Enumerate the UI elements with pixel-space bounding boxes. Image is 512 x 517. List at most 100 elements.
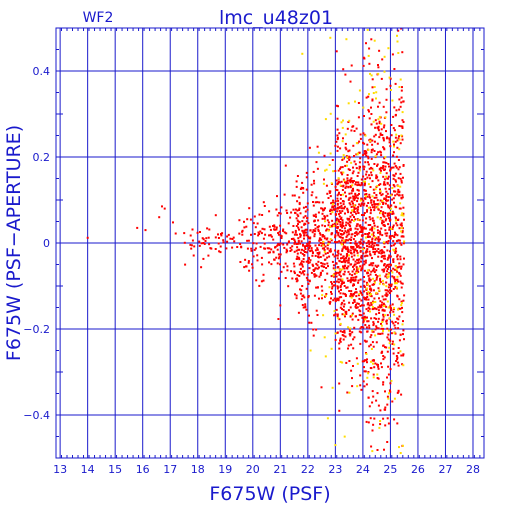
data-point bbox=[207, 236, 210, 239]
data-point bbox=[336, 266, 339, 269]
data-point bbox=[346, 277, 349, 280]
data-point bbox=[392, 347, 395, 350]
data-point bbox=[363, 370, 366, 373]
data-point bbox=[389, 194, 392, 197]
data-point bbox=[358, 165, 361, 168]
data-point bbox=[297, 256, 300, 259]
data-point bbox=[387, 223, 390, 226]
data-point bbox=[355, 295, 358, 298]
data-point bbox=[376, 185, 379, 187]
data-point bbox=[382, 330, 384, 332]
data-point bbox=[334, 338, 337, 341]
data-point bbox=[318, 266, 320, 269]
data-point bbox=[316, 248, 319, 251]
data-point bbox=[386, 214, 389, 217]
data-point bbox=[370, 367, 373, 370]
data-point bbox=[252, 222, 255, 225]
data-point bbox=[310, 183, 313, 186]
data-point bbox=[324, 220, 326, 223]
data-point bbox=[333, 297, 336, 300]
data-point bbox=[251, 266, 254, 269]
data-point bbox=[334, 185, 337, 188]
data-point bbox=[333, 208, 336, 211]
data-point bbox=[360, 292, 363, 294]
data-point bbox=[346, 182, 349, 185]
data-point bbox=[330, 202, 333, 205]
data-point bbox=[376, 225, 379, 228]
data-point bbox=[391, 340, 394, 343]
data-point bbox=[331, 386, 334, 389]
data-point bbox=[365, 170, 368, 173]
data-point bbox=[300, 298, 303, 301]
data-point bbox=[398, 227, 401, 230]
data-point bbox=[334, 313, 337, 316]
data-point bbox=[260, 280, 263, 283]
data-point bbox=[368, 292, 371, 295]
data-point bbox=[375, 326, 378, 329]
data-point bbox=[399, 202, 402, 205]
data-point bbox=[344, 240, 347, 243]
data-point bbox=[347, 121, 350, 123]
data-point bbox=[206, 227, 209, 230]
data-point bbox=[386, 441, 389, 443]
data-point bbox=[385, 322, 388, 325]
data-point bbox=[382, 355, 385, 357]
data-point bbox=[399, 223, 402, 226]
data-point bbox=[339, 202, 342, 205]
data-point bbox=[342, 292, 345, 295]
data-point bbox=[387, 206, 390, 209]
data-point bbox=[220, 233, 222, 235]
data-point bbox=[298, 248, 301, 251]
data-point bbox=[347, 168, 350, 171]
data-point bbox=[345, 253, 348, 256]
data-point bbox=[362, 304, 365, 307]
data-point bbox=[343, 241, 346, 244]
data-point bbox=[362, 106, 365, 109]
data-point bbox=[268, 261, 270, 264]
data-point bbox=[313, 270, 315, 272]
data-point bbox=[340, 216, 343, 219]
data-point bbox=[204, 240, 207, 242]
data-point bbox=[323, 265, 325, 268]
data-point bbox=[351, 181, 354, 184]
data-point bbox=[341, 248, 344, 251]
data-point bbox=[377, 125, 380, 128]
data-point bbox=[348, 391, 351, 394]
data-point bbox=[382, 126, 385, 129]
data-point bbox=[364, 161, 367, 164]
data-point bbox=[366, 292, 369, 294]
data-point bbox=[295, 180, 298, 183]
data-point bbox=[260, 232, 263, 235]
data-point bbox=[289, 250, 292, 252]
data-point bbox=[375, 122, 378, 125]
data-point bbox=[362, 64, 365, 67]
x-tick-label: 13 bbox=[53, 463, 67, 476]
data-point bbox=[399, 274, 402, 277]
data-point bbox=[390, 290, 393, 293]
data-point bbox=[298, 228, 300, 231]
data-point bbox=[313, 275, 316, 278]
data-point bbox=[317, 230, 320, 232]
data-point bbox=[378, 203, 381, 205]
data-point bbox=[222, 239, 225, 242]
data-point bbox=[377, 365, 380, 368]
data-point bbox=[296, 213, 299, 216]
data-point bbox=[345, 182, 348, 185]
data-point bbox=[331, 159, 334, 161]
data-point bbox=[399, 280, 402, 283]
data-point bbox=[328, 249, 331, 252]
data-point bbox=[384, 408, 387, 411]
data-point bbox=[344, 315, 346, 318]
data-point bbox=[329, 112, 332, 115]
data-point bbox=[307, 260, 309, 263]
data-point bbox=[356, 251, 359, 254]
data-point bbox=[304, 215, 307, 218]
data-point bbox=[325, 267, 328, 269]
data-point bbox=[337, 252, 340, 255]
ticks-layer bbox=[55, 27, 484, 459]
data-point bbox=[294, 240, 297, 243]
data-point bbox=[346, 177, 349, 180]
data-point bbox=[321, 235, 324, 238]
data-point bbox=[313, 235, 316, 238]
